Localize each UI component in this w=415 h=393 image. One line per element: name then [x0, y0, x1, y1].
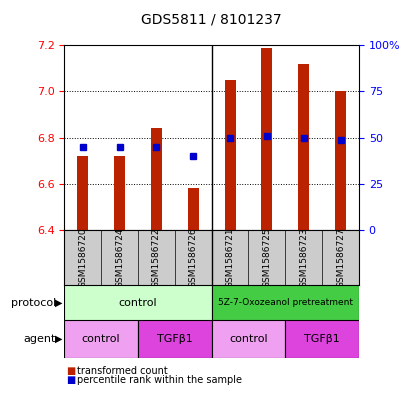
Bar: [64, 320, 138, 358]
Text: transformed count: transformed count: [77, 365, 168, 376]
Bar: [261, 48, 272, 230]
Text: control: control: [82, 334, 120, 344]
Text: ■: ■: [66, 365, 76, 376]
Bar: [212, 285, 359, 320]
Bar: [151, 128, 162, 230]
Bar: [188, 188, 199, 230]
Text: protocol: protocol: [11, 298, 56, 308]
Text: GSM1586725: GSM1586725: [262, 227, 271, 288]
Text: GSM1586721: GSM1586721: [226, 227, 234, 288]
Bar: [77, 156, 88, 230]
Text: control: control: [119, 298, 157, 308]
Text: GSM1586722: GSM1586722: [152, 227, 161, 288]
Bar: [335, 91, 346, 230]
Text: agent: agent: [24, 334, 56, 344]
Bar: [225, 80, 236, 230]
Text: GSM1586724: GSM1586724: [115, 227, 124, 288]
Bar: [285, 320, 359, 358]
Text: GSM1586726: GSM1586726: [189, 227, 198, 288]
Text: control: control: [229, 334, 268, 344]
Text: percentile rank within the sample: percentile rank within the sample: [77, 375, 242, 386]
Text: ▶: ▶: [55, 334, 62, 344]
Text: ▶: ▶: [55, 298, 62, 308]
Text: 5Z-7-Oxozeanol pretreatment: 5Z-7-Oxozeanol pretreatment: [218, 298, 353, 307]
Text: GSM1586727: GSM1586727: [336, 227, 345, 288]
Bar: [114, 156, 125, 230]
Text: GSM1586720: GSM1586720: [78, 227, 87, 288]
Text: GDS5811 / 8101237: GDS5811 / 8101237: [142, 13, 282, 27]
Bar: [212, 320, 286, 358]
Text: TGFβ1: TGFβ1: [304, 334, 340, 344]
Text: ■: ■: [66, 375, 76, 386]
Text: GSM1586723: GSM1586723: [299, 227, 308, 288]
Bar: [64, 285, 212, 320]
Text: TGFβ1: TGFβ1: [157, 334, 193, 344]
Bar: [138, 320, 212, 358]
Bar: [298, 64, 309, 230]
